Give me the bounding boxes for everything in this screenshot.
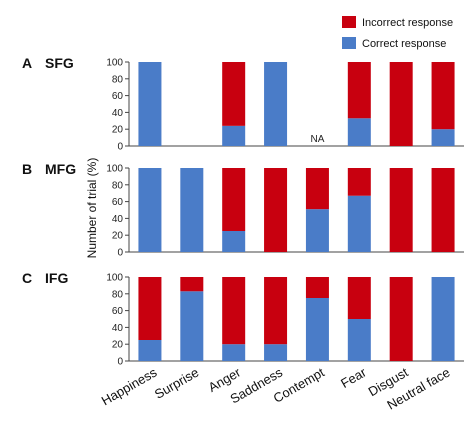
y-tick-label: 40 bbox=[112, 108, 124, 119]
x-tick-label: Fear bbox=[338, 364, 369, 391]
bar-correct-neutral-face bbox=[431, 129, 455, 146]
panel-sfg: A SFG 0 20 40 60 80 100 NA bbox=[22, 55, 464, 153]
y-tick-label: 60 bbox=[112, 306, 124, 317]
bar-incorrect-neutral-face bbox=[431, 168, 455, 252]
bar-incorrect-fear bbox=[347, 168, 371, 196]
panel-letter: A bbox=[22, 55, 32, 71]
bar-correct-happiness bbox=[138, 168, 162, 252]
y-tick-label: 100 bbox=[106, 58, 123, 69]
y-tick-label: 80 bbox=[112, 74, 124, 85]
bar-correct-anger bbox=[222, 344, 246, 361]
bar-correct-anger bbox=[222, 125, 246, 146]
legend-label-correct: Correct response bbox=[362, 38, 446, 50]
bar-incorrect-contempt bbox=[305, 168, 329, 210]
y-tick-label: 60 bbox=[112, 91, 124, 102]
y-axis-label: Number of trial (%) bbox=[85, 158, 99, 259]
bar-incorrect-contempt bbox=[305, 277, 329, 298]
bar-correct-saddness bbox=[264, 62, 288, 146]
bar-correct-happiness bbox=[138, 340, 162, 361]
bar-incorrect-disgust bbox=[389, 62, 413, 146]
y-tick-label: 0 bbox=[117, 142, 123, 153]
bar-correct-happiness bbox=[138, 62, 162, 146]
bar-incorrect-anger bbox=[222, 277, 246, 345]
panel-ifg: C IFG 0 20 40 60 80 100 bbox=[22, 270, 464, 368]
bar-correct-surprise bbox=[180, 168, 204, 252]
legend-swatch-correct bbox=[342, 37, 356, 49]
bar-incorrect-fear bbox=[347, 62, 371, 119]
bar-correct-fear bbox=[347, 319, 371, 361]
bar-correct-contempt bbox=[305, 298, 329, 361]
bar-correct-saddness bbox=[264, 344, 288, 361]
bar-incorrect-saddness bbox=[264, 168, 288, 252]
na-annotation: NA bbox=[310, 134, 324, 145]
panel-mfg: B MFG 0 20 40 60 80 100 bbox=[22, 161, 464, 259]
panel-letter: B bbox=[22, 161, 32, 177]
y-tick-label: 80 bbox=[112, 180, 124, 191]
y-tick-label: 20 bbox=[112, 125, 124, 136]
bar-incorrect-surprise bbox=[180, 277, 204, 292]
y-tick-label: 0 bbox=[117, 248, 123, 259]
legend-label-incorrect: Incorrect response bbox=[362, 17, 453, 29]
bar-incorrect-anger bbox=[222, 168, 246, 231]
bar-correct-neutral-face bbox=[431, 277, 455, 361]
legend-swatch-incorrect bbox=[342, 16, 356, 28]
bar-incorrect-fear bbox=[347, 277, 371, 319]
y-tick-label: 20 bbox=[112, 231, 124, 242]
bar-correct-fear bbox=[347, 195, 371, 252]
legend: Incorrect response Correct response bbox=[342, 16, 453, 50]
panel-name: SFG bbox=[45, 55, 74, 71]
y-tick-label: 0 bbox=[117, 357, 123, 368]
y-tick-label: 80 bbox=[112, 289, 124, 300]
panels: A SFG 0 20 40 60 80 100 NA B MFG 0 20 40 60 80 100 C IFG 0 2… bbox=[22, 55, 464, 368]
bar-incorrect-neutral-face bbox=[431, 62, 455, 130]
bar-incorrect-anger bbox=[222, 62, 246, 126]
bar-correct-anger bbox=[222, 231, 246, 252]
y-tick-label: 100 bbox=[106, 273, 123, 284]
y-tick-label: 40 bbox=[112, 323, 124, 334]
y-tick-label: 20 bbox=[112, 340, 124, 351]
bar-correct-fear bbox=[347, 118, 371, 146]
y-tick-label: 100 bbox=[106, 164, 123, 175]
bar-incorrect-happiness bbox=[138, 277, 162, 340]
bar-correct-surprise bbox=[180, 291, 204, 361]
bar-incorrect-saddness bbox=[264, 277, 288, 345]
bar-correct-contempt bbox=[305, 209, 329, 252]
y-tick-label: 40 bbox=[112, 214, 124, 225]
bar-incorrect-disgust bbox=[389, 168, 413, 252]
panel-name: IFG bbox=[45, 270, 68, 286]
y-tick-label: 60 bbox=[112, 197, 124, 208]
x-tick-label: Surprise bbox=[152, 365, 201, 402]
x-tick-label: Happiness bbox=[99, 364, 160, 408]
panel-name: MFG bbox=[45, 161, 76, 177]
panel-letter: C bbox=[22, 270, 32, 286]
bar-incorrect-disgust bbox=[389, 277, 413, 361]
